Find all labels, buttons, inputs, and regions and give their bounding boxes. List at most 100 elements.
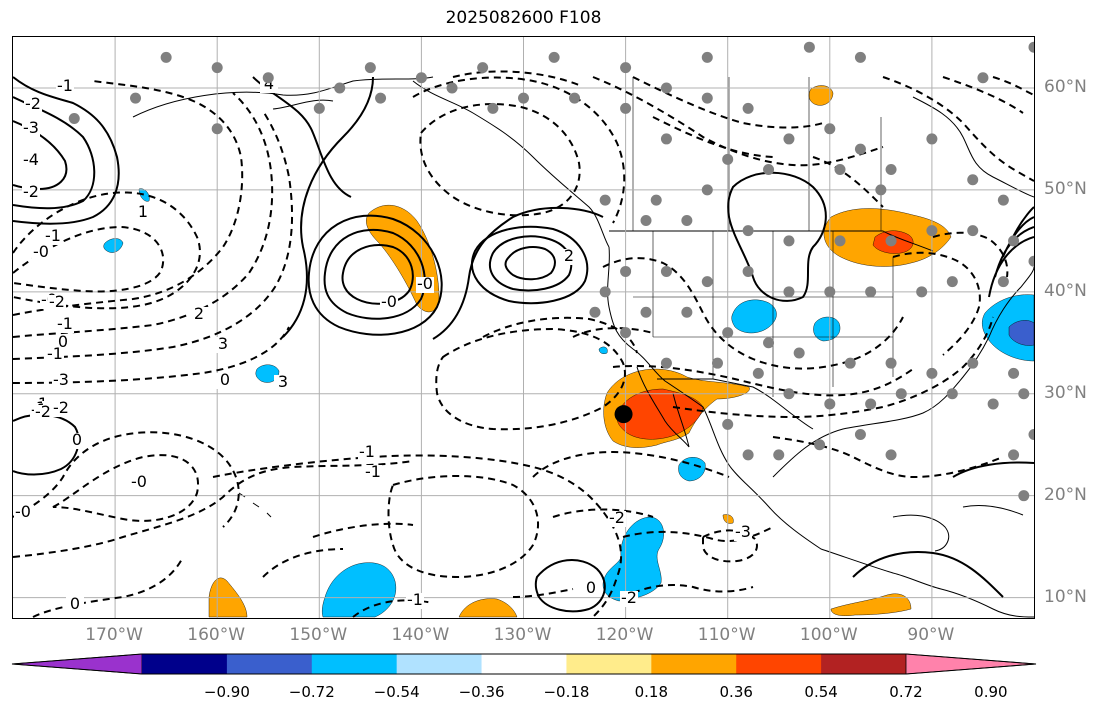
station-marker (977, 72, 989, 84)
contour-label-bg (582, 581, 600, 597)
station-marker (926, 133, 938, 145)
contour-label-bg (22, 153, 40, 169)
station-marker (334, 82, 346, 94)
contour-label: -1 (407, 590, 423, 609)
contour-label-bg (52, 373, 70, 389)
contour-label-bg (130, 475, 148, 491)
coastline-hudson (912, 96, 1034, 198)
border-states (633, 231, 894, 397)
contour-positive (282, 76, 374, 338)
station-marker (722, 153, 734, 165)
station-marker (926, 367, 938, 379)
longitude-tick-label: 160°W (187, 625, 246, 645)
colorbar-tick-label: −0.18 (543, 683, 590, 701)
station-marker (865, 398, 877, 410)
contour-label-bg (34, 405, 52, 421)
contour-label-bg (190, 307, 208, 323)
contour-label: 0 (72, 430, 82, 449)
coastline-baja (636, 366, 690, 448)
contour-label: -2 (25, 94, 41, 113)
contour-label: -2 (621, 588, 637, 607)
contour-positive (323, 228, 426, 320)
station-marker (477, 62, 489, 74)
station-marker (854, 51, 866, 63)
colorbar-segment (396, 654, 483, 674)
border-provinces (632, 77, 882, 231)
station-marker (660, 265, 672, 277)
contour-labels: -1-2-3-4-2-1-0-001234-3-2-2-1-10123-0-01… (14, 74, 752, 613)
contour-label-bg (214, 337, 232, 353)
contour-label-bg (24, 97, 42, 113)
contour-negative (13, 225, 165, 293)
longitude-tick-label: 130°W (493, 625, 552, 645)
station-marker (650, 194, 662, 206)
contour-label: 0 (586, 578, 596, 597)
contour-label: -2 (609, 508, 625, 527)
contour-label: -0 (15, 502, 31, 521)
contour-label-bg (56, 79, 74, 95)
anomaly-blob-orange (808, 85, 834, 106)
contour-label-bg (216, 373, 234, 389)
latitude-tick-label: 50°N (1044, 178, 1087, 199)
contour-label: -1 (47, 344, 63, 363)
colorbar-segment (736, 654, 822, 674)
station-marker (854, 143, 866, 155)
station-marker (783, 235, 795, 247)
longitude-tick-label: 100°W (799, 625, 858, 645)
colorbar-segment (311, 654, 398, 674)
longitude-tick-label: 120°W (595, 625, 654, 645)
station-marker (375, 92, 387, 104)
contour-label: -1 (57, 76, 73, 95)
contour-negative (13, 80, 244, 316)
colorbar-tick-label: −0.90 (203, 683, 250, 701)
contour-negative (212, 454, 623, 618)
station-marker (681, 306, 693, 318)
station-marker (783, 388, 795, 400)
contour-positive (504, 246, 556, 281)
anomaly-blob-orange (458, 598, 518, 618)
station-marker (997, 194, 1009, 206)
colorbar-segment (651, 654, 737, 674)
contour-label-bg (14, 505, 32, 521)
contour-label: 1 (138, 202, 148, 221)
station-marker (1008, 235, 1020, 247)
plot-title: 2025082600 F108 (445, 8, 602, 28)
station-marker (885, 449, 897, 461)
station-marker (834, 235, 846, 247)
anomaly-blob-blue (813, 316, 841, 342)
us-canada-border (609, 230, 934, 252)
coastline-alaska (132, 76, 610, 248)
station-marker (916, 286, 928, 298)
station-marker (701, 92, 713, 104)
contour-label: 0 (70, 594, 80, 613)
contour-negative (482, 316, 638, 354)
latitude-tick-label: 60°N (1044, 76, 1087, 97)
contour-label-bg (52, 401, 70, 417)
anomaly-blob-blue (138, 188, 150, 202)
station-marker (262, 72, 274, 84)
colorbar-segment (566, 654, 652, 674)
station-marker (548, 51, 560, 63)
contour-negative (13, 191, 201, 310)
station-marker (620, 265, 632, 277)
station-marker (854, 429, 866, 441)
station-marker (742, 265, 754, 277)
us-mexico-border (657, 378, 814, 430)
station-marker (211, 123, 223, 135)
contour-positive (952, 461, 1034, 478)
map-panel: -1-2-3-4-2-1-0-001234-3-2-2-1-10123-0-01… (12, 36, 1035, 619)
contour-label-bg (734, 525, 752, 541)
contour-label-bg (56, 317, 74, 333)
station-marker (211, 62, 223, 74)
station-marker (640, 306, 652, 318)
contour-label: 4 (264, 74, 274, 93)
station-marker (926, 225, 938, 237)
contour-label-bg (32, 245, 50, 261)
contour-label: -1 (359, 442, 375, 461)
contour-label-bg (274, 375, 292, 391)
station-markers (68, 41, 1034, 502)
contours: -1-2-3-4-2-1-0-001234-3-2-2-1-10123-0-01… (13, 70, 1034, 618)
station-marker (742, 449, 754, 461)
contour-positive (727, 171, 827, 302)
contour-label-bg (22, 185, 40, 201)
